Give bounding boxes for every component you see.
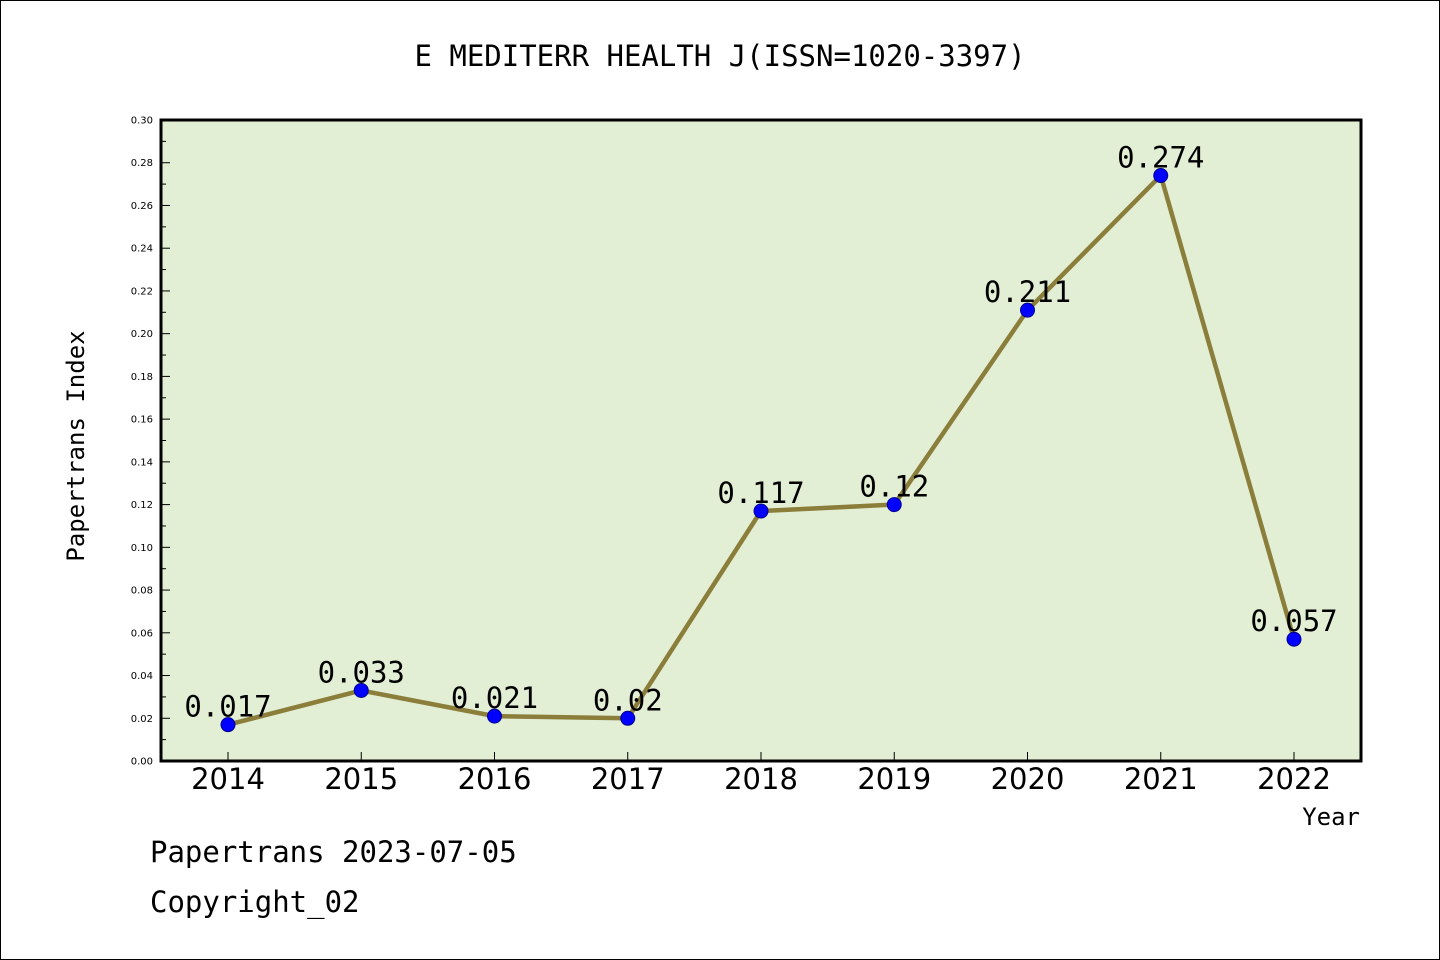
- plot-border: [159, 118, 1363, 763]
- data-point: [1020, 302, 1035, 318]
- data-point: [1286, 631, 1302, 647]
- y-tick-label: 0.20: [131, 329, 153, 340]
- series: 0.017 0.033 0.021 0.02 0.117 0.12 0.211 0.274 0.…: [184, 141, 1338, 733]
- footer-copyright: Copyright_02: [150, 885, 360, 919]
- y-tick-label: 0.26: [131, 201, 153, 212]
- footer-date: Papertrans 2023-07-05: [150, 835, 517, 869]
- y-tick-label: 0.06: [131, 628, 153, 639]
- y-tick-label: 0.22: [131, 286, 153, 297]
- x-tick-label: 2014: [191, 762, 265, 796]
- data-point: [353, 682, 369, 698]
- data-label: 0.211: [984, 275, 1071, 309]
- x-axis: 2014 2015 2016 2017 2018 2019 2020 2021 2022: [191, 752, 1331, 796]
- y-tick-label: 0.16: [131, 415, 153, 426]
- x-tick-label: 2020: [991, 762, 1065, 796]
- y-tick-label: 0.04: [131, 671, 153, 682]
- data-label: 0.12: [859, 470, 929, 504]
- data-point: [220, 717, 236, 733]
- y-tick-label: 0.12: [131, 500, 153, 511]
- plot-area: [161, 120, 1361, 761]
- x-tick-label: 2015: [324, 762, 398, 796]
- x-tick-label: 2019: [857, 762, 931, 796]
- data-label: 0.017: [184, 690, 271, 724]
- x-tick-label: 2021: [1124, 762, 1198, 796]
- data-label: 0.02: [593, 683, 663, 717]
- x-axis-label: Year: [1302, 803, 1360, 831]
- x-tick-label: 2017: [591, 762, 665, 796]
- x-tick-label: 2022: [1257, 762, 1331, 796]
- data-point: [487, 708, 502, 724]
- data-point: [620, 710, 636, 726]
- y-tick-label: 0.30: [131, 116, 153, 127]
- y-tick-label: 0.18: [131, 372, 153, 383]
- x-tick-label: 2018: [724, 762, 798, 796]
- y-tick-label: 0.24: [131, 244, 153, 255]
- y-tick-label: 0.28: [131, 158, 153, 169]
- data-label: 0.274: [1117, 141, 1204, 175]
- y-tick-label: 0.00: [131, 757, 153, 768]
- y-tick-label: 0.02: [131, 714, 153, 725]
- x-tick-label: 2016: [458, 762, 532, 796]
- data-point: [753, 503, 769, 519]
- y-tick-label: 0.08: [131, 586, 153, 597]
- data-point: [886, 497, 902, 513]
- y-tick-label: 0.14: [131, 457, 153, 468]
- y-axis-label: Papertrans Index: [62, 330, 90, 561]
- data-label: 0.117: [717, 476, 804, 510]
- data-label: 0.021: [451, 681, 538, 715]
- y-tick-label: 0.10: [131, 543, 153, 554]
- chart-title: E MEDITERR HEALTH J(ISSN=1020-3397): [414, 39, 1025, 73]
- data-label: 0.033: [318, 655, 405, 689]
- data-point: [1153, 168, 1169, 184]
- data-label: 0.057: [1250, 604, 1337, 638]
